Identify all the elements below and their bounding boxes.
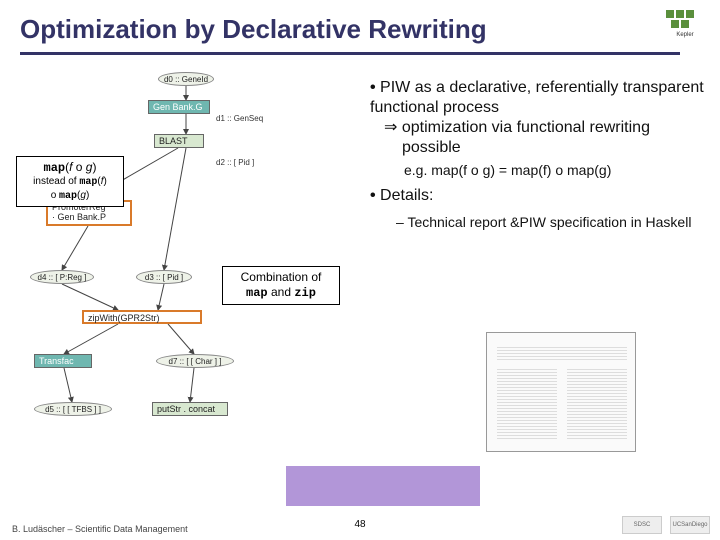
- callout-map-main: map(f o g): [23, 160, 117, 176]
- node-zip: zipWith(GPR2Str): [82, 310, 202, 324]
- bullet-piw: PIW as a declarative, referentially tran…: [370, 78, 705, 180]
- node-gb: Gen Bank.G: [148, 100, 210, 114]
- techreport-thumbnail: [486, 332, 636, 452]
- title-rule: [20, 52, 680, 55]
- footer-text: B. Ludäscher – Scientific Data Managemen…: [12, 524, 188, 534]
- node-blast: BLAST: [154, 134, 204, 148]
- edge-label: d1 :: GenSeq: [216, 114, 263, 123]
- bullet-piw-text: PIW as a declarative, referentially tran…: [370, 79, 704, 116]
- callout-map-composition: map(f o g) instead of map(f)o map(g): [16, 156, 124, 207]
- edge-label: d2 :: [ Pid ]: [216, 158, 254, 167]
- bullet-details: Details:: [370, 186, 705, 206]
- footer-logos: SDSC UCSanDiego: [622, 516, 710, 534]
- node-putstr: putStr . concat: [152, 402, 228, 416]
- node-d7: d7 :: [ [ Char ] ]: [156, 354, 234, 368]
- callout-map-zip: Combination ofmap and zip: [222, 266, 340, 305]
- node-d4: d4 :: [ P:Reg ]: [30, 270, 94, 284]
- svg-text:Kepler: Kepler: [676, 32, 693, 38]
- bullet-example: e.g. map(f o g) = map(f) o map(g): [370, 162, 705, 180]
- callout-map-zip-text: Combination ofmap and zip: [229, 270, 333, 301]
- node-d5: d5 :: [ [ TFBS ] ]: [34, 402, 112, 416]
- page-number: 48: [354, 519, 365, 530]
- slide-title: Optimization by Declarative Rewriting: [20, 14, 487, 45]
- node-d3: d3 :: [ Pid ]: [136, 270, 192, 284]
- bullet-techreport: Technical report &PIW specification in H…: [396, 214, 705, 232]
- node-d0: d0 :: GeneId: [158, 72, 214, 86]
- logo-sdsc: SDSC: [622, 516, 662, 534]
- purple-bar: [286, 466, 480, 506]
- bullet-column: PIW as a declarative, referentially tran…: [370, 78, 705, 231]
- bullet-piw-implication: optimization via functional rewriting po…: [370, 118, 705, 158]
- kepler-logo: Kepler: [664, 8, 706, 38]
- callout-map-sub: instead of map(f)o map(g): [23, 176, 117, 203]
- logo-ucsd: UCSanDiego: [670, 516, 710, 534]
- node-tf: Transfac: [34, 354, 92, 368]
